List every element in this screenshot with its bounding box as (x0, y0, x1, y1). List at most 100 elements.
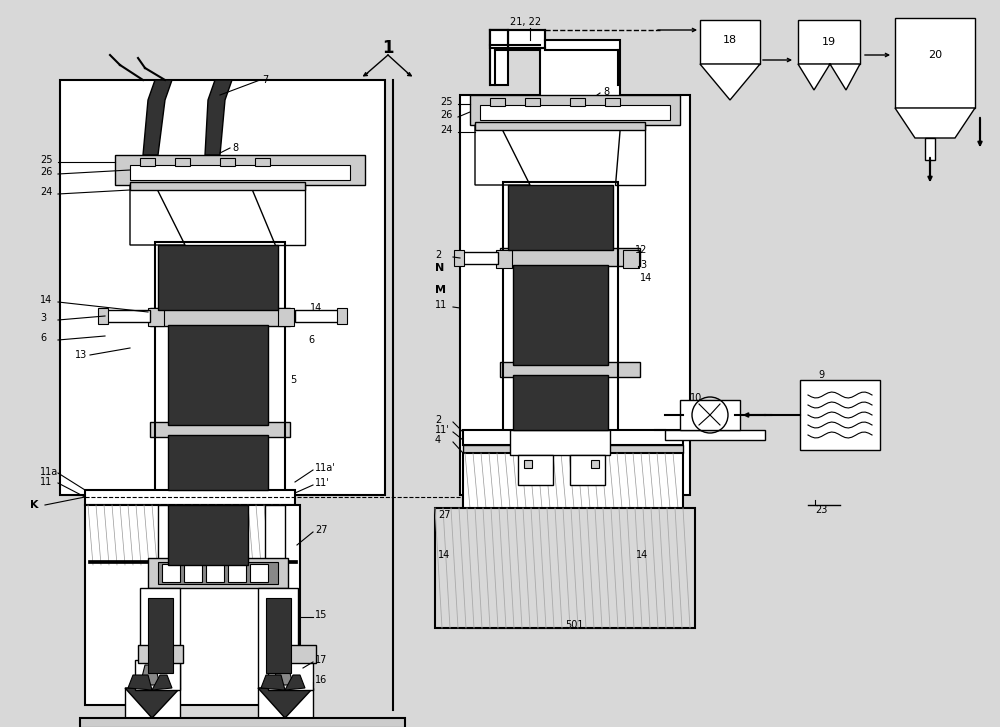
Text: 14: 14 (636, 550, 648, 560)
Bar (496, 250, 512, 268)
Bar (168, 505, 248, 565)
Text: 11: 11 (40, 477, 52, 487)
Polygon shape (128, 675, 152, 690)
Text: 19: 19 (822, 37, 836, 47)
Text: 26: 26 (40, 167, 52, 177)
Text: 13: 13 (75, 350, 87, 360)
Bar (460, 95, 690, 495)
Bar (271, 645, 316, 663)
Polygon shape (205, 80, 232, 155)
Text: 7: 7 (262, 75, 268, 85)
Polygon shape (143, 80, 172, 155)
Bar (168, 435, 268, 490)
Bar (475, 122, 645, 130)
Text: 6: 6 (40, 333, 46, 343)
Bar (465, 453, 681, 508)
Text: 27: 27 (315, 525, 328, 535)
Polygon shape (250, 185, 305, 245)
Bar (895, 18, 975, 108)
Text: 15: 15 (315, 610, 327, 620)
Bar (158, 245, 278, 310)
Bar (513, 375, 608, 430)
Text: 8: 8 (232, 143, 238, 153)
Bar (85, 490, 295, 505)
Bar (80, 718, 405, 727)
Polygon shape (130, 185, 185, 245)
Bar (130, 182, 305, 190)
Bar (60, 80, 385, 495)
Bar (525, 98, 540, 106)
Bar (570, 455, 605, 485)
Bar (490, 98, 505, 106)
Bar (135, 660, 180, 690)
Polygon shape (140, 665, 160, 685)
Text: 24: 24 (40, 187, 52, 197)
Bar (700, 20, 760, 64)
Text: 9: 9 (818, 370, 824, 380)
Text: 2: 2 (435, 250, 441, 260)
Bar (250, 564, 268, 582)
Text: 20: 20 (928, 50, 942, 60)
Text: 14: 14 (438, 550, 450, 560)
Bar (454, 250, 464, 266)
Bar (255, 158, 270, 166)
Bar (605, 98, 620, 106)
Text: 16: 16 (315, 675, 327, 685)
Text: 4: 4 (435, 435, 441, 445)
Polygon shape (615, 125, 645, 185)
Bar (665, 430, 765, 440)
Text: N: N (435, 263, 444, 273)
Bar (337, 308, 347, 324)
Text: M: M (435, 285, 446, 295)
Polygon shape (152, 675, 172, 690)
Text: 3: 3 (40, 313, 46, 323)
Polygon shape (700, 64, 760, 100)
Bar (266, 598, 291, 673)
Bar (85, 505, 300, 705)
Text: 17: 17 (315, 655, 327, 665)
Bar (258, 688, 313, 718)
Text: 11': 11' (315, 478, 330, 488)
Bar (503, 182, 618, 432)
Bar (88, 560, 297, 563)
Text: 27: 27 (438, 510, 450, 520)
Bar (508, 185, 613, 250)
Text: 18: 18 (723, 35, 737, 45)
Bar (140, 588, 180, 688)
Bar (148, 308, 164, 326)
Text: 11a': 11a' (315, 463, 336, 473)
Polygon shape (261, 675, 285, 690)
Polygon shape (258, 688, 313, 718)
Bar (463, 453, 683, 628)
Polygon shape (798, 64, 860, 90)
Text: 8: 8 (603, 87, 609, 97)
Text: 11: 11 (435, 300, 447, 310)
Bar (800, 380, 880, 450)
Bar (490, 30, 545, 48)
Bar (258, 588, 298, 688)
Bar (206, 564, 224, 582)
Text: 10: 10 (690, 393, 702, 403)
Bar (463, 430, 683, 445)
Bar (155, 242, 285, 492)
Bar (150, 308, 290, 326)
Text: 25: 25 (440, 97, 452, 107)
Bar (570, 98, 585, 106)
Bar (518, 455, 553, 485)
Bar (925, 138, 935, 160)
Bar (265, 505, 285, 630)
Bar (168, 325, 268, 425)
Text: 14: 14 (310, 303, 322, 313)
Bar (158, 562, 278, 584)
Bar (105, 310, 150, 322)
Bar (480, 105, 670, 120)
Bar (85, 505, 295, 513)
Bar (98, 308, 108, 324)
Bar (130, 165, 350, 180)
Bar (278, 308, 294, 326)
Bar (88, 505, 297, 565)
Bar (138, 645, 183, 663)
Text: 11a: 11a (40, 467, 58, 477)
Text: 23: 23 (815, 505, 827, 515)
Bar (220, 158, 235, 166)
